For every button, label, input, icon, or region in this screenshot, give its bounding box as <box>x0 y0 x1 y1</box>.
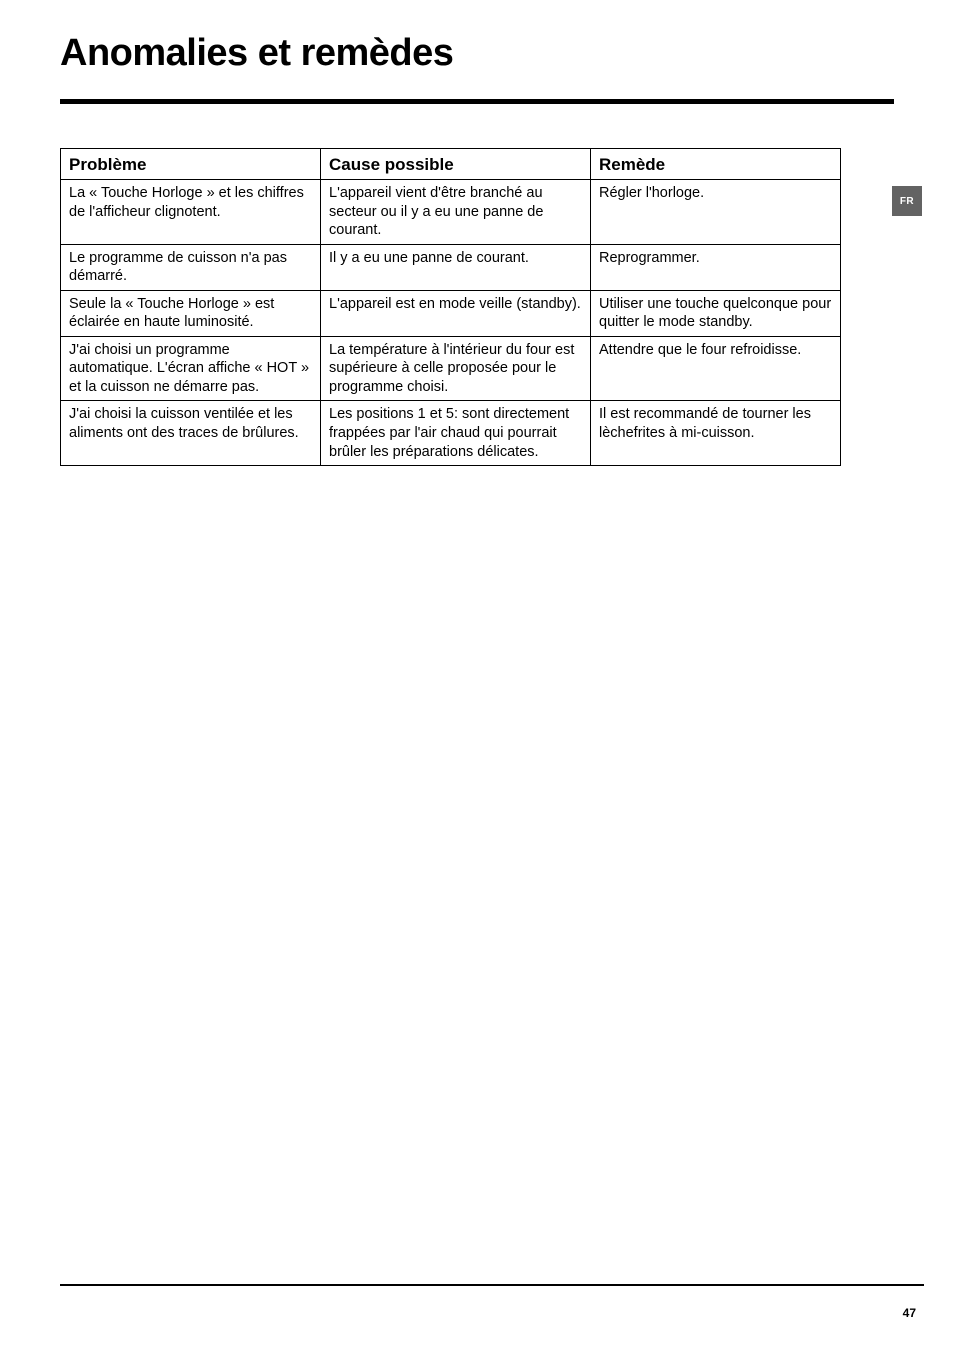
cell-remedy: Attendre que le four refroidisse. <box>591 336 841 401</box>
cell-problem: La « Touche Horloge » et les chiffres de… <box>61 180 321 245</box>
footer-rule <box>60 1284 924 1286</box>
cell-remedy: Il est recommandé de tourner les lèchefr… <box>591 401 841 466</box>
cell-problem: J'ai choisi la cuisson ventilée et les a… <box>61 401 321 466</box>
cell-remedy: Utiliser une touche quelconque pour quit… <box>591 290 841 336</box>
page-title: Anomalies et remèdes <box>60 32 894 75</box>
table-row: La « Touche Horloge » et les chiffres de… <box>61 180 841 245</box>
table-row: Le programme de cuisson n'a pas démarré.… <box>61 244 841 290</box>
troubleshooting-table: Problème Cause possible Remède La « Touc… <box>60 148 841 466</box>
col-header-cause: Cause possible <box>321 149 591 180</box>
cell-remedy: Régler l'horloge. <box>591 180 841 245</box>
table-row: J'ai choisi la cuisson ventilée et les a… <box>61 401 841 466</box>
table-row: Seule la « Touche Horloge » est éclairée… <box>61 290 841 336</box>
cell-problem: Seule la « Touche Horloge » est éclairée… <box>61 290 321 336</box>
cell-cause: La température à l'intérieur du four est… <box>321 336 591 401</box>
table-header-row: Problème Cause possible Remède <box>61 149 841 180</box>
cell-cause: Il y a eu une panne de courant. <box>321 244 591 290</box>
document-page: Anomalies et remèdes FR Problème Cause p… <box>0 0 954 1350</box>
cell-problem: Le programme de cuisson n'a pas démarré. <box>61 244 321 290</box>
col-header-problem: Problème <box>61 149 321 180</box>
cell-cause: L'appareil est en mode veille (standby). <box>321 290 591 336</box>
cell-cause: L'appareil vient d'être branché au secte… <box>321 180 591 245</box>
table-row: J'ai choisi un programme automatique. L'… <box>61 336 841 401</box>
title-rule <box>60 99 894 104</box>
cell-problem: J'ai choisi un programme automatique. L'… <box>61 336 321 401</box>
cell-cause: Les positions 1 et 5: sont directement f… <box>321 401 591 466</box>
page-number: 47 <box>903 1306 916 1320</box>
col-header-remedy: Remède <box>591 149 841 180</box>
language-tab: FR <box>892 186 922 216</box>
cell-remedy: Reprogrammer. <box>591 244 841 290</box>
